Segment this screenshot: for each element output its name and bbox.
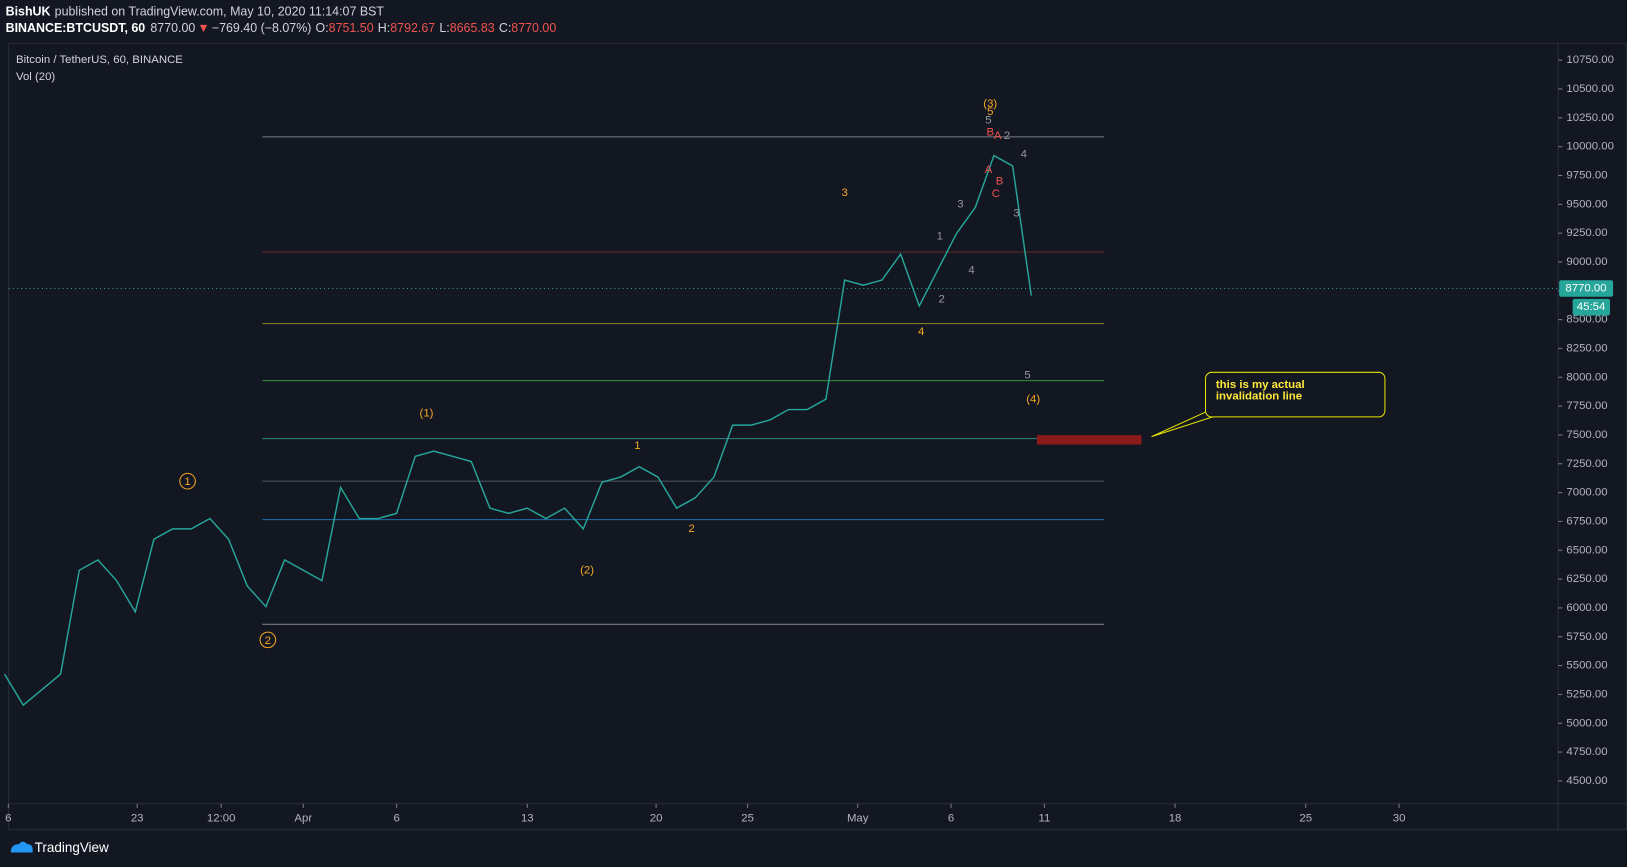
y-tick-label: 10750.00 [1566,54,1614,66]
x-tick-label: Apr [294,812,312,824]
l-label: L: [439,21,449,35]
last-price-tag [1559,280,1614,297]
wave-label: A [985,164,993,176]
y-tick-label: 6500.00 [1566,544,1607,556]
y-tick-label: 5000.00 [1566,717,1607,729]
wave-label: 4 [918,326,924,338]
y-tick-label: 7750.00 [1566,400,1607,412]
x-tick-label: 6 [5,812,11,824]
y-tick-label: 6250.00 [1566,573,1607,585]
callout-wrap: this is my actual invalidation line [1215,379,1305,403]
wave-label: (2) [580,564,594,576]
x-tick-label: May [847,812,869,824]
x-tick-label: 12:00 [207,812,236,824]
change: −769.40 (−8.07%) [212,21,312,35]
brand: TradingView [35,840,109,855]
wave-label: 1 [184,476,190,488]
y-tick-label: 9500.00 [1566,198,1607,210]
wave-label: (4) [1026,393,1040,405]
wave-label: A [994,130,1002,142]
last-price-label: 8770.00 [1565,283,1606,295]
y-tick-label: 8500.00 [1566,314,1607,326]
wave-label: 4 [1021,149,1027,161]
annotation-circle [259,631,277,649]
published: published on TradingView.com, May 10, 20… [55,5,385,19]
logo-icon [10,841,33,853]
x-tick-label: 6 [393,812,399,824]
wave-label: 4 [968,265,974,277]
wave-label: 5 [987,106,993,118]
wave-label: 5 [1024,369,1030,381]
y-tick-label: 7250.00 [1566,458,1607,470]
wave-label: 2 [1004,130,1010,142]
x-tick-label: 6 [948,812,954,824]
wave-label: B [986,127,994,139]
x-tick-label: 13 [521,812,534,824]
wave-label: 3 [1013,208,1019,220]
x-tick-label: 30 [1393,812,1406,824]
chart-subtitle: Vol (20) [16,71,55,83]
countdown: 45:54 [1577,301,1606,313]
l-value: 8665.83 [450,21,495,35]
y-tick-label: 7000.00 [1566,487,1607,499]
x-tick-label: 25 [1299,812,1312,824]
x-tick-label: 20 [650,812,663,824]
h-value: 8792.67 [390,21,435,35]
wave-label: 3 [841,187,847,199]
header-line: BishUK published on TradingView.com, May … [6,5,385,19]
wave-label: 1 [634,440,640,452]
o-value: 8751.50 [329,21,374,35]
y-tick-label: 10500.00 [1566,83,1614,95]
c-label: C: [499,21,511,35]
wave-label: 3 [957,198,963,210]
symbol-line: BINANCE:BTCUSDT, 60 8770.00 ▼ −769.40 (−8.0… [6,21,557,35]
price-line [3,154,1033,707]
wave-label: 1 [937,231,943,243]
author: BishUK [6,5,51,19]
y-tick-label: 9750.00 [1566,169,1607,181]
annotation-circle [179,472,196,490]
last: 8770.00 [150,21,195,35]
wave-label: (1) [420,408,434,420]
wave-label: C [992,188,1000,200]
y-tick-label: 10250.00 [1566,112,1614,124]
x-tick-label: 18 [1169,812,1182,824]
y-tick-label: 9000.00 [1566,256,1607,268]
x-tick-label: 11 [1038,812,1050,824]
y-tick-label: 9250.00 [1566,227,1607,239]
wave-label: 2 [265,635,271,647]
y-tick-label: 7500.00 [1566,429,1607,441]
x-tick-label: 25 [741,812,754,824]
wave-label: (3) [983,98,997,110]
arrow: ▼ [197,21,209,35]
y-tick-label: 4750.00 [1566,746,1607,758]
chart-title: Bitcoin / TetherUS, 60, BINANCE [16,54,183,66]
c-value: 8770.00 [511,21,556,35]
y-tick-label: 6750.00 [1566,515,1607,527]
y-tick-label: 8000.00 [1566,371,1607,383]
countdown-tag [1572,298,1610,316]
invalidation-zone [1036,435,1142,445]
callout-box [1204,371,1386,418]
y-tick-label: 5500.00 [1566,660,1607,672]
wave-label: B [996,175,1004,187]
y-tick-label: 10000.00 [1566,141,1614,153]
wave-label: 2 [939,294,945,306]
y-tick-label: 5750.00 [1566,631,1607,643]
wave-label: 5 [985,114,991,126]
callout-pointer [1151,410,1217,438]
h-label: H: [378,21,390,35]
y-tick-label: 4500.00 [1566,775,1607,787]
callout-text: this is my actual invalidation line [1215,379,1305,403]
y-tick-label: 5250.00 [1566,688,1607,700]
y-tick-label: 8250.00 [1566,342,1607,354]
y-tick-label: 6000.00 [1566,602,1607,614]
symbol: BINANCE:BTCUSDT, 60 [6,21,146,35]
wave-label: 2 [688,523,694,535]
o-label: O: [316,21,329,35]
x-tick-label: 23 [131,812,144,824]
